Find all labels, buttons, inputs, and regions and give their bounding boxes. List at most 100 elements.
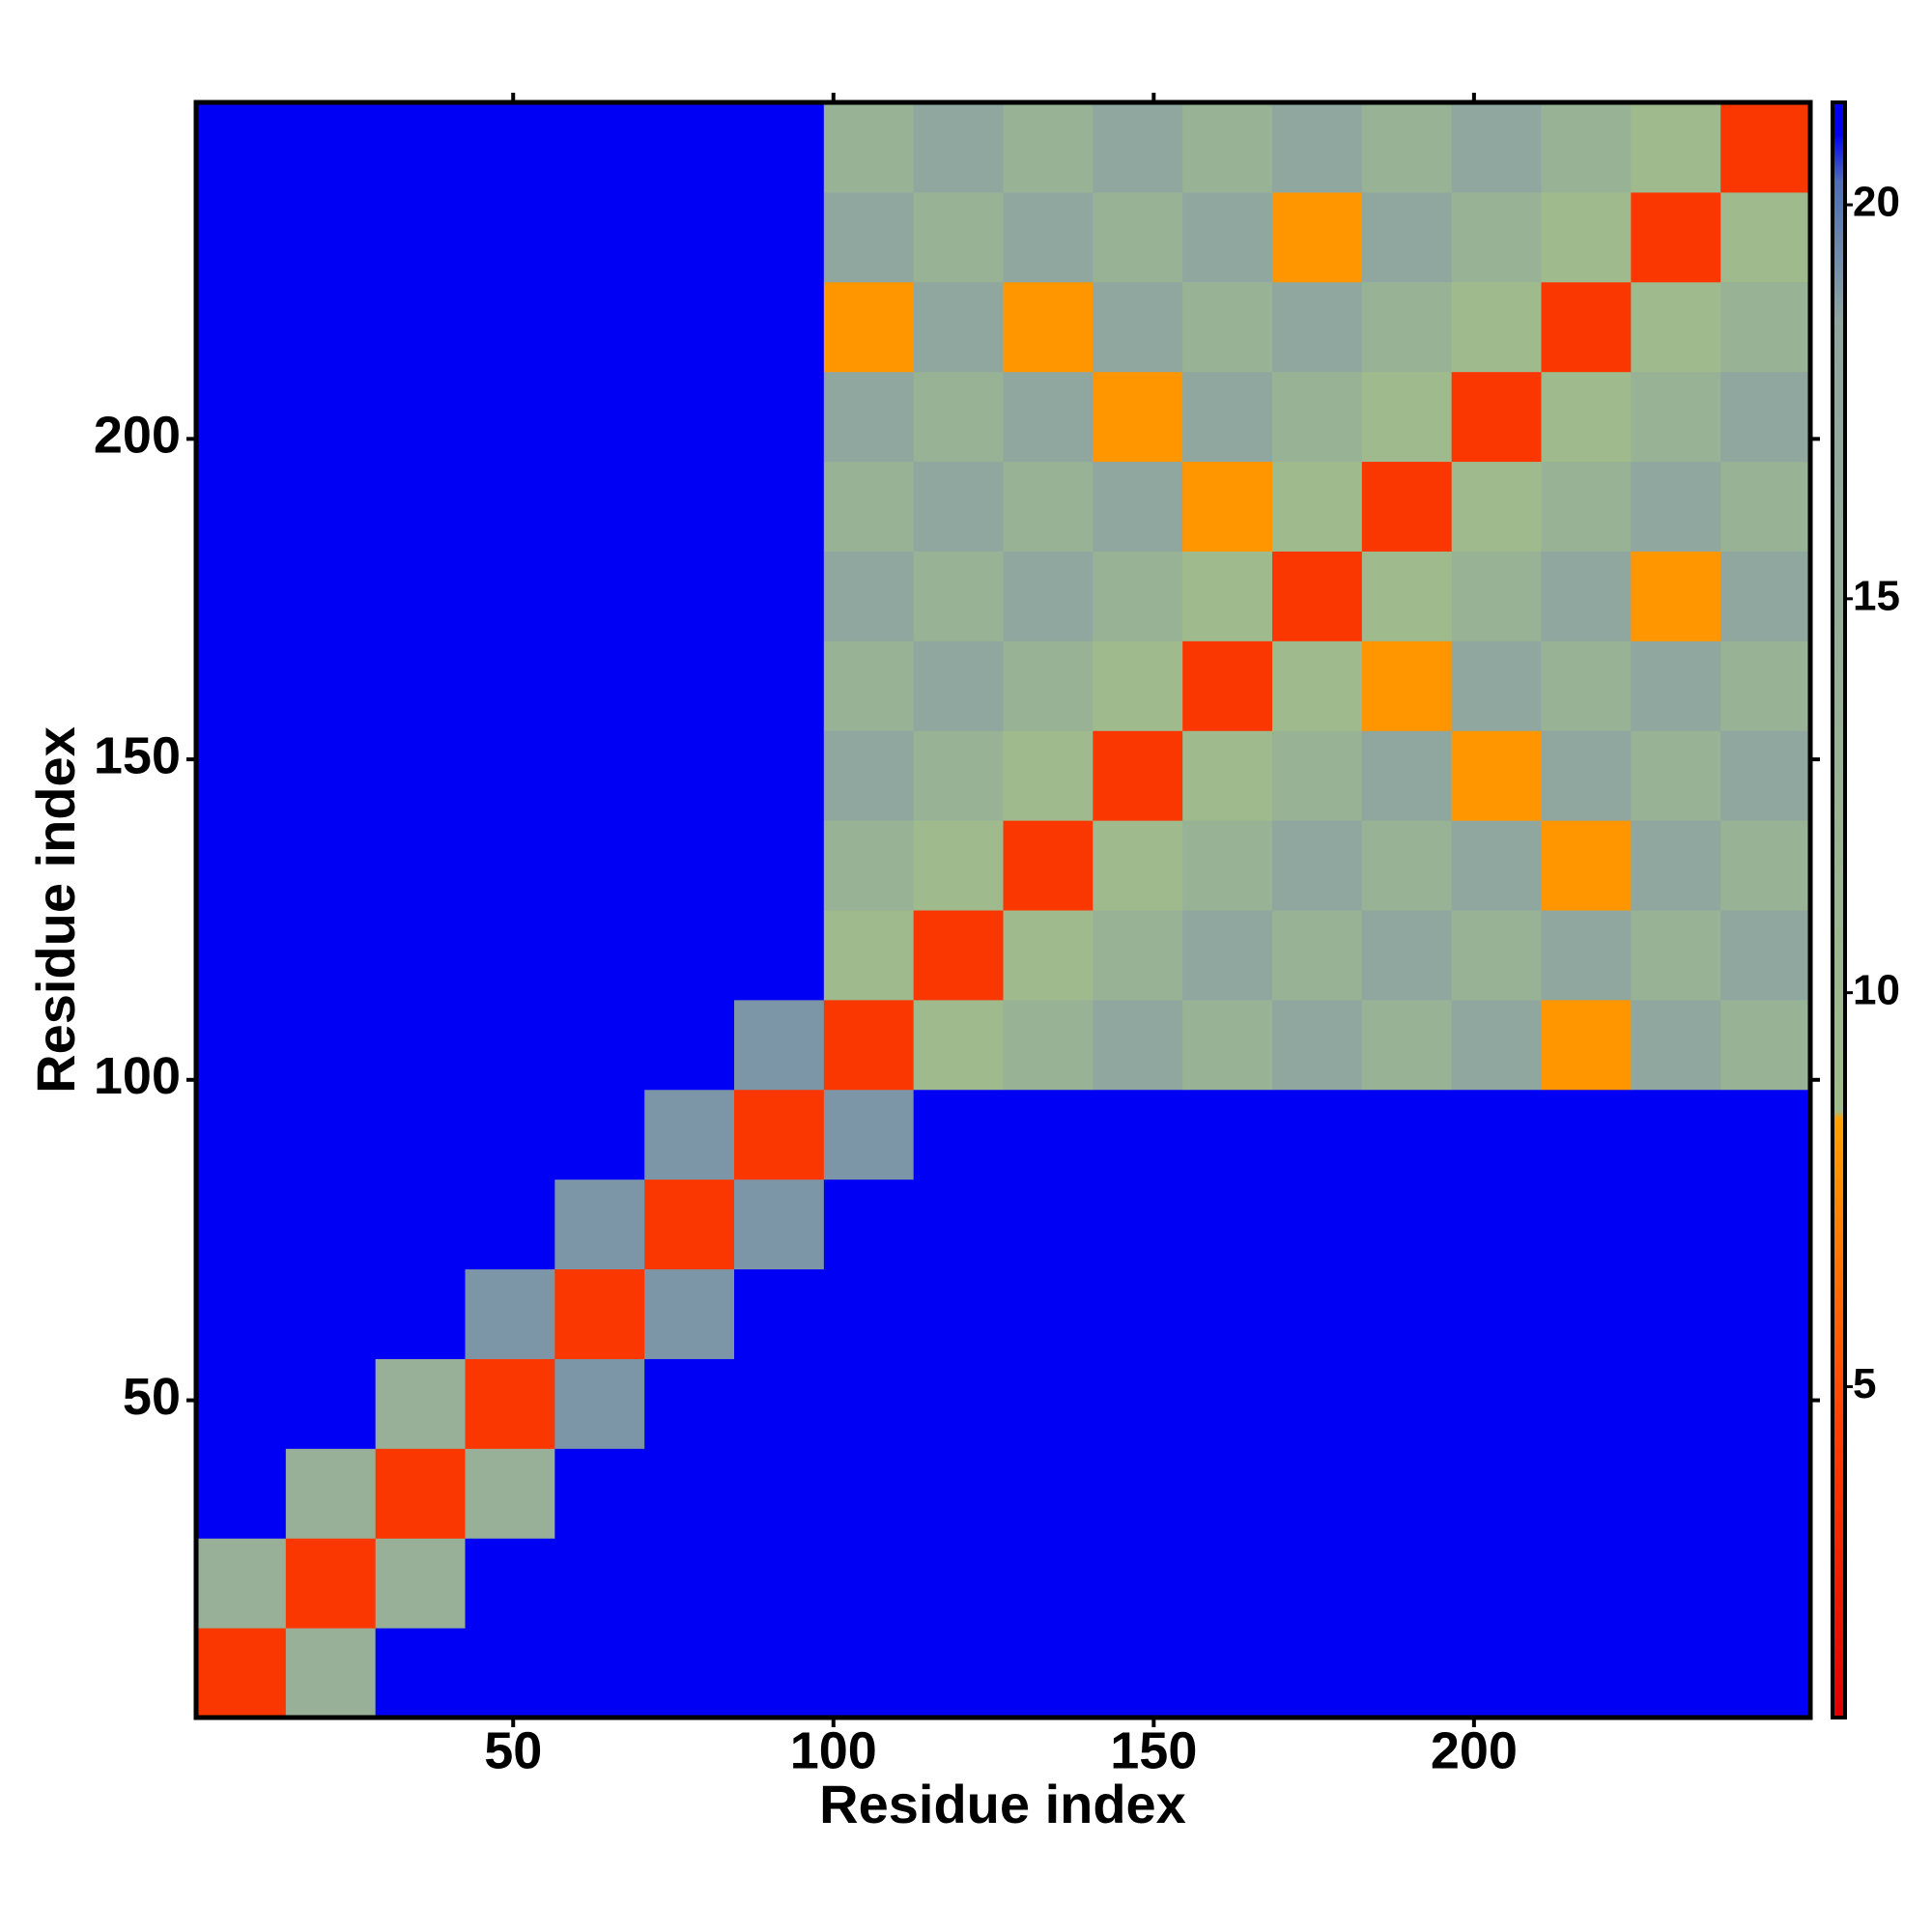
heatmap-cell xyxy=(285,461,377,552)
colorbar xyxy=(1831,100,1847,1719)
heatmap-cell xyxy=(554,371,645,463)
heatmap-cell xyxy=(465,910,555,1001)
heatmap-cell xyxy=(644,730,735,821)
heatmap-cell xyxy=(196,371,287,463)
heatmap-cell xyxy=(913,1089,1004,1180)
heatmap-cell xyxy=(196,1448,287,1539)
heatmap-cell xyxy=(644,1628,735,1719)
heatmap-cell xyxy=(1451,1179,1542,1270)
heatmap-cell xyxy=(1093,1089,1183,1180)
heatmap-cell xyxy=(734,1628,825,1719)
heatmap-cell xyxy=(1003,191,1094,283)
heatmap-cell xyxy=(465,1538,555,1629)
heatmap-cell xyxy=(375,1448,466,1539)
heatmap-cell xyxy=(913,1358,1004,1449)
heatmap-cell xyxy=(734,1448,825,1539)
heatmap-cell xyxy=(1003,1089,1094,1180)
heatmap-cell xyxy=(644,1448,735,1539)
heatmap-cell xyxy=(285,1179,377,1270)
heatmap-cell xyxy=(823,551,915,641)
heatmap-cell xyxy=(1182,371,1273,463)
heatmap-cell xyxy=(823,191,915,283)
heatmap-cell xyxy=(1541,1538,1632,1629)
y-tick-label: 150 xyxy=(94,726,181,784)
heatmap-cell xyxy=(1451,191,1542,283)
heatmap-cell xyxy=(1003,1358,1094,1449)
heatmap-cell xyxy=(375,1179,466,1270)
heatmap-cell xyxy=(1631,640,1721,731)
heatmap-cell xyxy=(1093,999,1183,1091)
heatmap-cell xyxy=(1182,1448,1273,1539)
heatmap-cell xyxy=(1272,191,1363,283)
heatmap-cell xyxy=(913,1538,1004,1629)
heatmap-cell xyxy=(644,551,735,641)
heatmap-cell xyxy=(1720,1628,1811,1719)
heatmap-cell xyxy=(1182,191,1273,283)
heatmap-cell xyxy=(1272,1179,1363,1270)
heatmap-cell xyxy=(285,1448,377,1539)
heatmap-cell xyxy=(734,1089,825,1180)
heatmap-cell xyxy=(375,1358,466,1449)
heatmap-cell xyxy=(465,551,555,641)
heatmap-cell xyxy=(375,1628,466,1719)
heatmap-cell xyxy=(1182,1628,1273,1719)
heatmap-cell xyxy=(1631,910,1721,1001)
y-axis-title: Residue index xyxy=(25,726,86,1094)
heatmap-cell xyxy=(644,820,735,911)
heatmap-cell xyxy=(375,999,466,1091)
heatmap-cell xyxy=(465,1448,555,1539)
heatmap-cell xyxy=(1631,820,1721,911)
heatmap-cell xyxy=(1361,999,1453,1091)
heatmap-cell xyxy=(823,281,915,373)
heatmap-cell xyxy=(554,730,645,821)
heatmap-cell xyxy=(1720,820,1811,911)
heatmap-cell xyxy=(1182,1179,1273,1270)
heatmap-cell xyxy=(1631,371,1721,463)
heatmap-cell xyxy=(1182,461,1273,552)
heatmap-cell xyxy=(1003,1538,1094,1629)
heatmap-cell xyxy=(1182,551,1273,641)
heatmap-cell xyxy=(1541,461,1632,552)
heatmap-cell xyxy=(1272,461,1363,552)
heatmap-cell xyxy=(1182,640,1273,731)
heatmap-cell xyxy=(1361,371,1453,463)
heatmap-cell xyxy=(1541,281,1632,373)
heatmap-cell xyxy=(1182,1268,1273,1359)
heatmap-cell xyxy=(465,640,555,731)
heatmap-cell xyxy=(554,910,645,1001)
heatmap-cell xyxy=(1631,1179,1721,1270)
heatmap-cell xyxy=(554,1358,645,1449)
heatmap-cell xyxy=(285,820,377,911)
heatmap-cell xyxy=(1631,102,1721,193)
heatmap-cell xyxy=(1361,551,1453,641)
heatmap-cell xyxy=(823,371,915,463)
heatmap-cell xyxy=(734,1538,825,1629)
heatmap-cell xyxy=(823,730,915,821)
heatmap-cell xyxy=(644,1089,735,1180)
heatmap-cell xyxy=(823,910,915,1001)
heatmap-cell xyxy=(1003,102,1094,193)
heatmap-cell xyxy=(465,999,555,1091)
heatmap-cell xyxy=(1720,999,1811,1091)
heatmap-cell xyxy=(285,1538,377,1629)
heatmap-cell xyxy=(196,1268,287,1359)
heatmap-cell xyxy=(1720,1089,1811,1180)
heatmap-cell xyxy=(1451,910,1542,1001)
heatmap-cell xyxy=(465,1268,555,1359)
heatmap-cell xyxy=(1272,1628,1363,1719)
heatmap-cell xyxy=(1182,910,1273,1001)
y-tick-label: 50 xyxy=(123,1368,181,1426)
heatmap-cell xyxy=(1272,281,1363,373)
heatmap-cell xyxy=(1541,999,1632,1091)
heatmap-cell xyxy=(554,281,645,373)
x-tick-label: 200 xyxy=(1431,1721,1518,1779)
heatmap-cell xyxy=(1182,730,1273,821)
heatmap-cell xyxy=(1182,999,1273,1091)
heatmap-cell xyxy=(1272,910,1363,1001)
heatmap-cell xyxy=(1272,371,1363,463)
heatmap-cell xyxy=(285,371,377,463)
heatmap-cell xyxy=(1093,1268,1183,1359)
heatmap-cell xyxy=(554,1448,645,1539)
heatmap-cell xyxy=(913,191,1004,283)
heatmap-cell xyxy=(1093,820,1183,911)
